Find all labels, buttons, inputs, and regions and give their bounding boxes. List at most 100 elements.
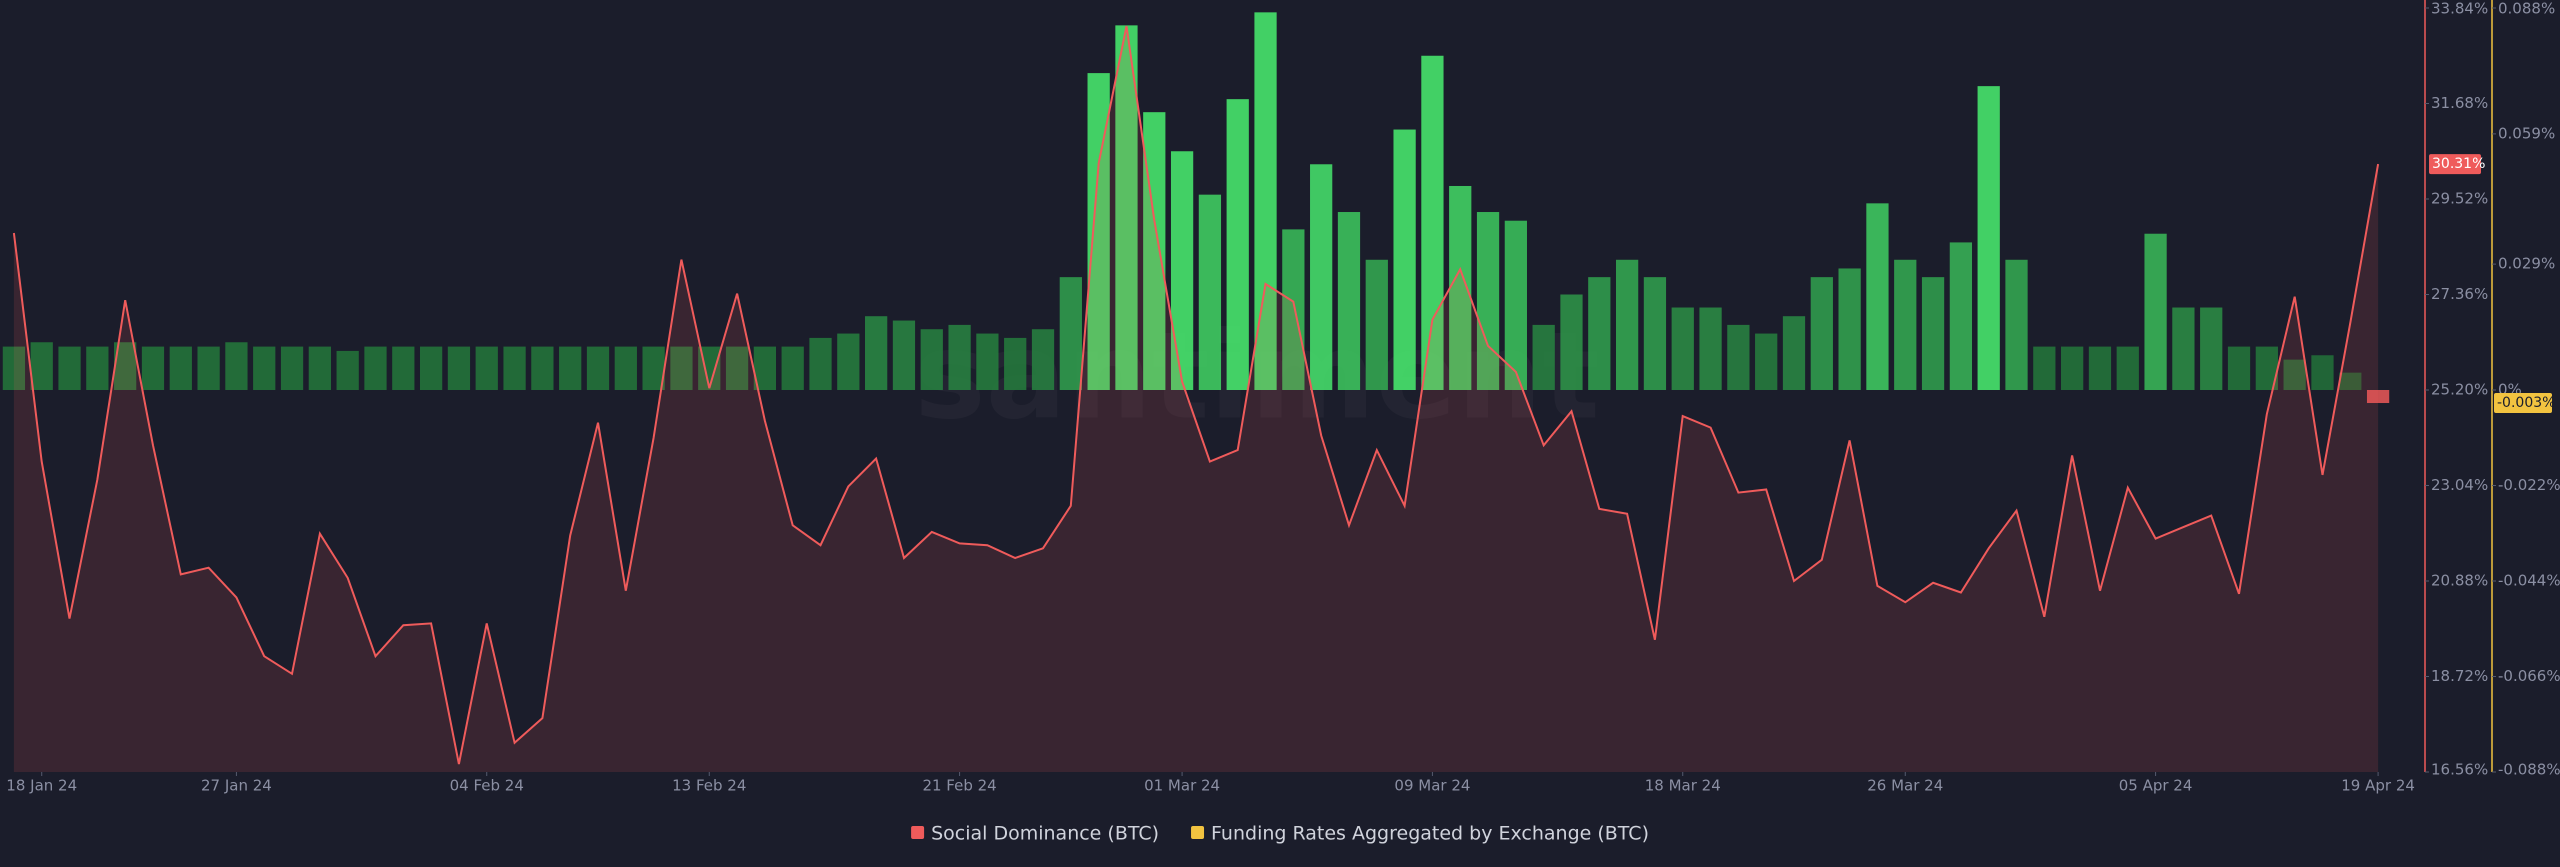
y2-tick-label: -0.022% <box>2498 476 2560 494</box>
funding-bar <box>1282 229 1305 390</box>
funding-bar <box>475 346 498 390</box>
funding-bar <box>1727 324 1750 390</box>
y-tick-label: 27.36% <box>2431 285 2488 303</box>
x-tick-label: 18 Jan 24 <box>6 777 77 795</box>
funding-bar <box>503 346 526 390</box>
x-tick-label: 21 Feb 24 <box>922 777 996 795</box>
x-tick-label: 09 Mar 24 <box>1394 777 1470 795</box>
funding-bar <box>1504 220 1527 390</box>
y2-tick-label: 0.059% <box>2498 124 2555 142</box>
x-tick-label: 01 Mar 24 <box>1144 777 1220 795</box>
funding-bar <box>1671 307 1694 390</box>
funding-bar <box>1226 99 1249 390</box>
funding-bar <box>2 346 26 390</box>
funding-bar <box>1532 324 1555 390</box>
funding-bar <box>2033 346 2056 390</box>
y-tick-label: 33.84% <box>2431 0 2488 18</box>
funding-bar <box>1170 151 1194 390</box>
funding-bar <box>1977 86 2000 391</box>
funding-bar <box>559 346 582 390</box>
funding-bar <box>1115 25 1138 390</box>
funding-bar <box>336 350 359 390</box>
funding-bar <box>2200 307 2223 390</box>
funding-bar <box>1087 73 1110 390</box>
funding-bar <box>1310 164 1333 390</box>
funding-bar <box>1254 12 1277 390</box>
funding-bar <box>2366 390 2390 404</box>
funding-bar <box>197 346 220 390</box>
social-line <box>12 25 2380 765</box>
funding-bar <box>1810 277 1833 390</box>
x-tick-label: 13 Feb 24 <box>672 777 746 795</box>
funding-bar <box>948 324 971 390</box>
funding-bar <box>753 346 777 390</box>
funding-bar <box>1031 329 1055 390</box>
funding-bar <box>30 342 53 390</box>
funding-bar <box>781 346 804 390</box>
current-value-box <box>2494 393 2552 414</box>
funding-bar <box>865 316 888 390</box>
current-value-label: -0.003% <box>2497 395 2555 411</box>
funding-bar <box>225 342 248 390</box>
funding-bar <box>364 346 387 390</box>
current-value-box <box>2429 154 2481 175</box>
funding-bar <box>114 342 137 390</box>
social-area <box>13 26 2379 773</box>
y2-tick-label: -0.066% <box>2498 667 2560 685</box>
legend-label: Funding Rates Aggregated by Exchange (BT… <box>1211 823 1649 845</box>
funding-bar <box>920 329 943 390</box>
funding-bar <box>253 346 276 390</box>
funding-bar <box>2116 346 2139 390</box>
funding-bar <box>141 346 165 390</box>
funding-bar <box>892 320 916 390</box>
legend-swatch <box>911 826 925 839</box>
y-tick-label: 23.04% <box>2431 476 2488 494</box>
funding-bar <box>2005 259 2028 390</box>
funding-bar <box>1921 277 1945 390</box>
funding-bar <box>2061 346 2084 390</box>
funding-bar <box>2339 372 2362 390</box>
funding-bar <box>169 346 192 390</box>
funding-bar <box>614 346 637 390</box>
funding-bar <box>670 346 693 390</box>
y2-tick-label: -0.044% <box>2498 572 2560 590</box>
funding-bar <box>642 346 665 390</box>
funding-bar <box>1838 268 1861 390</box>
legend: Social Dominance (BTC) Funding Rates Aggr… <box>911 823 1649 845</box>
funding-bar <box>1615 259 1639 390</box>
funding-bar <box>280 346 304 390</box>
funding-bar <box>2311 355 2334 390</box>
x-tick-label: 27 Jan 24 <box>201 777 272 795</box>
funding-bar <box>1782 316 1806 390</box>
funding-bar <box>1894 259 1917 390</box>
funding-bar <box>86 346 109 390</box>
funding-bar <box>2283 359 2306 390</box>
funding-bar <box>1866 203 1889 390</box>
funding-bar <box>1198 194 1222 390</box>
funding-bar <box>308 346 331 390</box>
funding-bar <box>2172 307 2195 390</box>
funding-bar <box>1004 337 1027 390</box>
funding-bar <box>586 346 610 390</box>
y2-tick-label: 0.088% <box>2498 0 2555 18</box>
funding-bar <box>1699 307 1722 390</box>
funding-bar <box>419 346 443 390</box>
funding-bar <box>531 346 554 390</box>
y-tick-label: 25.20% <box>2431 381 2488 399</box>
x-tick-label: 04 Feb 24 <box>450 777 524 795</box>
y-tick-label: 18.72% <box>2431 667 2488 685</box>
funding-bar <box>58 346 81 390</box>
funding-bar <box>976 333 999 390</box>
current-value-label: 30.31% <box>2432 156 2485 172</box>
funding-bar <box>447 346 471 390</box>
x-tick-label: 19 Apr 24 <box>2341 777 2415 795</box>
y-tick-label: 31.68% <box>2431 94 2488 112</box>
funding-bar <box>725 346 749 390</box>
funding-bar <box>1588 277 1611 390</box>
funding-bar <box>837 333 860 390</box>
y2-tick-label: 0.029% <box>2498 255 2555 273</box>
y-tick-label: 20.88% <box>2431 572 2488 590</box>
funding-bar <box>2255 346 2278 390</box>
